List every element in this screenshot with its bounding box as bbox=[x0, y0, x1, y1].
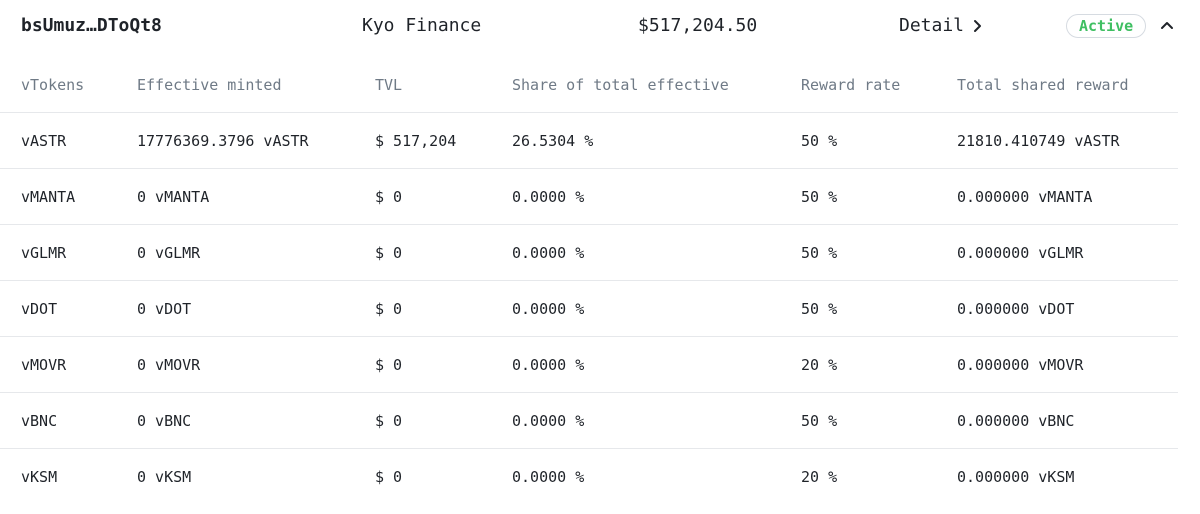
cell-total-reward: 0.000000 vKSM bbox=[957, 468, 1075, 486]
table-row: vDOT 0 vDOT $ 0 0.0000 % 50 % 0.000000 v… bbox=[0, 281, 1178, 337]
status-badge: Active bbox=[1066, 14, 1147, 38]
table-row: vGLMR 0 vGLMR $ 0 0.0000 % 50 % 0.000000… bbox=[0, 225, 1178, 281]
cell-tvl: $ 0 bbox=[375, 188, 403, 206]
cell-tvl: $ 0 bbox=[375, 244, 403, 262]
table-row: vMANTA 0 vMANTA $ 0 0.0000 % 50 % 0.0000… bbox=[0, 169, 1178, 225]
cell-share: 0.0000 % bbox=[512, 468, 585, 486]
detail-link[interactable]: Detail bbox=[899, 14, 984, 38]
cell-total-reward: 0.000000 vDOT bbox=[957, 300, 1075, 318]
cell-tvl: $ 0 bbox=[375, 356, 403, 374]
cell-reward-rate: 20 % bbox=[801, 356, 838, 374]
cell-tvl: $ 0 bbox=[375, 468, 403, 486]
table-row: vKSM 0 vKSM $ 0 0.0000 % 20 % 0.000000 v… bbox=[0, 449, 1178, 504]
column-header-reward-rate: Reward rate bbox=[801, 76, 901, 94]
cell-total-reward: 0.000000 vMOVR bbox=[957, 356, 1084, 374]
cell-share: 26.5304 % bbox=[512, 132, 594, 150]
cell-share: 0.0000 % bbox=[512, 188, 585, 206]
cell-vtoken: vMOVR bbox=[21, 356, 67, 374]
table-row: vASTR 17776369.3796 vASTR $ 517,204 26.5… bbox=[0, 113, 1178, 169]
cell-effective-minted: 0 vGLMR bbox=[137, 244, 201, 262]
cell-vtoken: vKSM bbox=[21, 468, 58, 486]
chevron-up-icon[interactable] bbox=[1158, 17, 1176, 35]
column-header-effective-minted: Effective minted bbox=[137, 76, 282, 94]
cell-vtoken: vMANTA bbox=[21, 188, 76, 206]
cell-effective-minted: 0 vBNC bbox=[137, 412, 192, 430]
cell-total-reward: 0.000000 vBNC bbox=[957, 412, 1075, 430]
cell-share: 0.0000 % bbox=[512, 244, 585, 262]
table-header: vTokens Effective minted TVL Share of to… bbox=[0, 56, 1178, 113]
cell-tvl: $ 0 bbox=[375, 412, 403, 430]
cell-share: 0.0000 % bbox=[512, 300, 585, 318]
cell-tvl: $ 0 bbox=[375, 300, 403, 318]
cell-effective-minted: 0 vMOVR bbox=[137, 356, 201, 374]
cell-reward-rate: 50 % bbox=[801, 132, 838, 150]
cell-reward-rate: 50 % bbox=[801, 412, 838, 430]
column-header-vtokens: vTokens bbox=[21, 76, 85, 94]
cell-total-reward: 21810.410749 vASTR bbox=[957, 132, 1120, 150]
column-header-total-reward: Total shared reward bbox=[957, 76, 1129, 94]
cell-vtoken: vDOT bbox=[21, 300, 58, 318]
cell-effective-minted: 17776369.3796 vASTR bbox=[137, 132, 309, 150]
cell-reward-rate: 50 % bbox=[801, 188, 838, 206]
total-tvl: $517,204.50 bbox=[638, 15, 758, 36]
cell-reward-rate: 50 % bbox=[801, 244, 838, 262]
cell-effective-minted: 0 vMANTA bbox=[137, 188, 210, 206]
rewards-table: vTokens Effective minted TVL Share of to… bbox=[0, 56, 1178, 504]
column-header-tvl: TVL bbox=[375, 76, 403, 94]
pool-header: bsUmuz…DToQt8 Kyo Finance $517,204.50 De… bbox=[0, 0, 1200, 52]
cell-total-reward: 0.000000 vGLMR bbox=[957, 244, 1084, 262]
cell-reward-rate: 50 % bbox=[801, 300, 838, 318]
table-row: vBNC 0 vBNC $ 0 0.0000 % 50 % 0.000000 v… bbox=[0, 393, 1178, 449]
cell-share: 0.0000 % bbox=[512, 356, 585, 374]
pool-address: bsUmuz…DToQt8 bbox=[21, 15, 162, 36]
cell-share: 0.0000 % bbox=[512, 412, 585, 430]
cell-vtoken: vASTR bbox=[21, 132, 67, 150]
cell-reward-rate: 20 % bbox=[801, 468, 838, 486]
column-header-share: Share of total effective bbox=[512, 76, 729, 94]
detail-label: Detail bbox=[899, 15, 965, 36]
cell-tvl: $ 517,204 bbox=[375, 132, 457, 150]
table-row: vMOVR 0 vMOVR $ 0 0.0000 % 20 % 0.000000… bbox=[0, 337, 1178, 393]
cell-vtoken: vBNC bbox=[21, 412, 58, 430]
cell-vtoken: vGLMR bbox=[21, 244, 67, 262]
cell-total-reward: 0.000000 vMANTA bbox=[957, 188, 1093, 206]
cell-effective-minted: 0 vKSM bbox=[137, 468, 192, 486]
cell-effective-minted: 0 vDOT bbox=[137, 300, 192, 318]
chevron-right-icon bbox=[974, 20, 982, 32]
project-name: Kyo Finance bbox=[362, 15, 482, 36]
